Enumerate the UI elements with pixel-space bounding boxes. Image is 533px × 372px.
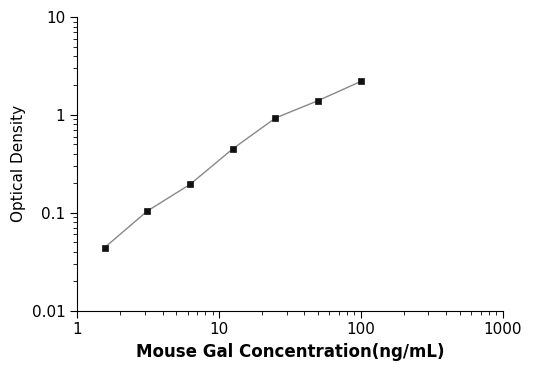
Y-axis label: Optical Density: Optical Density bbox=[11, 105, 26, 222]
X-axis label: Mouse Gal Concentration(ng/mL): Mouse Gal Concentration(ng/mL) bbox=[136, 343, 444, 361]
